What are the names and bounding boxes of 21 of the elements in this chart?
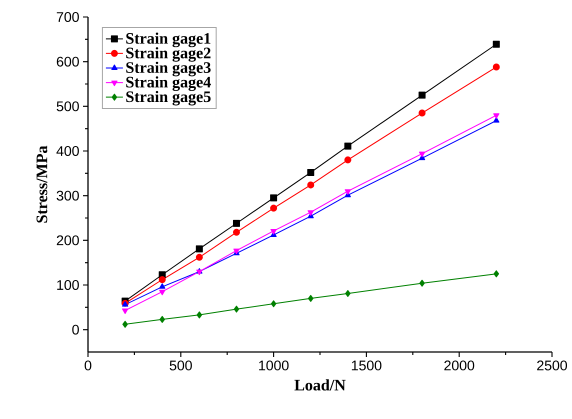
y-tick-label: 500 — [56, 101, 79, 112]
y-tick-label: 0 — [72, 324, 79, 335]
y-tick-label: 400 — [56, 146, 79, 156]
legend-label: Strain gage2 — [126, 47, 211, 62]
x-tick-label: 1500 — [352, 360, 382, 370]
x-axis-title: Load/N — [294, 379, 346, 391]
y-tick-label: 200 — [56, 235, 79, 246]
x-tick-label: 500 — [170, 360, 192, 370]
x-tick-label: 0 — [84, 360, 92, 370]
x-tick-label: 1000 — [259, 360, 289, 370]
legend-label: Strain gage1 — [126, 32, 210, 48]
y-tick-label: 100 — [57, 280, 79, 290]
y-tick-label: 700 — [56, 12, 79, 22]
y-tick-label: 600 — [56, 56, 79, 67]
legend-label: Strain gage5 — [126, 90, 211, 106]
legend-label: Strain gage3 — [126, 62, 211, 76]
legend-label: Strain gage4 — [126, 76, 211, 91]
y-tick-label: 300 — [56, 190, 79, 201]
x-tick-label: 2500 — [537, 360, 568, 370]
x-tick-label: 2000 — [444, 360, 474, 370]
y-axis-title: Stress/MPa — [36, 146, 48, 223]
